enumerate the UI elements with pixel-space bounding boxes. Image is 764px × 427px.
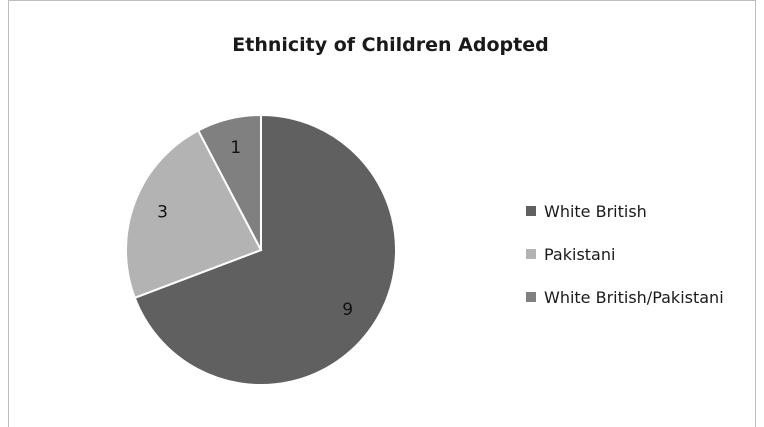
legend-item: White British bbox=[526, 200, 724, 222]
pie-slice bbox=[125, 129, 263, 300]
data-label: 3 bbox=[157, 203, 168, 223]
pie-slice bbox=[133, 113, 397, 386]
legend-swatch bbox=[526, 249, 536, 259]
pie-slice bbox=[196, 113, 262, 251]
legend-item: Pakistani bbox=[526, 243, 724, 265]
legend-label: Pakistani bbox=[544, 244, 616, 264]
legend-swatch bbox=[526, 206, 536, 216]
legend-label: White British/Pakistani bbox=[544, 287, 724, 307]
legend-label: White British bbox=[544, 201, 647, 221]
chart-legend: White British Pakistani White British/Pa… bbox=[526, 200, 724, 329]
data-label: 1 bbox=[230, 138, 241, 158]
chart-title: Ethnicity of Children Adopted bbox=[232, 34, 549, 56]
legend-swatch bbox=[526, 292, 536, 302]
legend-item: White British/Pakistani bbox=[526, 286, 724, 308]
data-label: 9 bbox=[342, 300, 353, 320]
chart-area bbox=[8, 0, 756, 427]
